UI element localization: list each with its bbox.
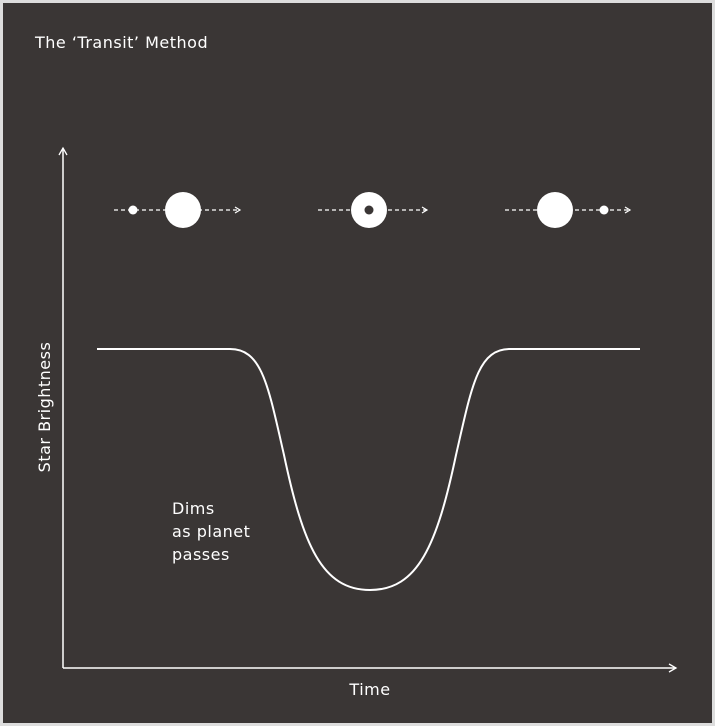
annotation-line: Dims: [172, 499, 215, 518]
y-axis-label: Star Brightness: [35, 342, 54, 473]
annotation-line: as planet: [172, 522, 250, 541]
transit-during: [318, 192, 429, 228]
x-axis-label: Time: [348, 680, 390, 699]
light-curve: [97, 348, 640, 592]
title: The ‘Transit’ Method: [34, 33, 208, 52]
annotation-line: passes: [172, 545, 230, 564]
transit-after: [505, 192, 632, 228]
transit-before: [114, 192, 242, 228]
